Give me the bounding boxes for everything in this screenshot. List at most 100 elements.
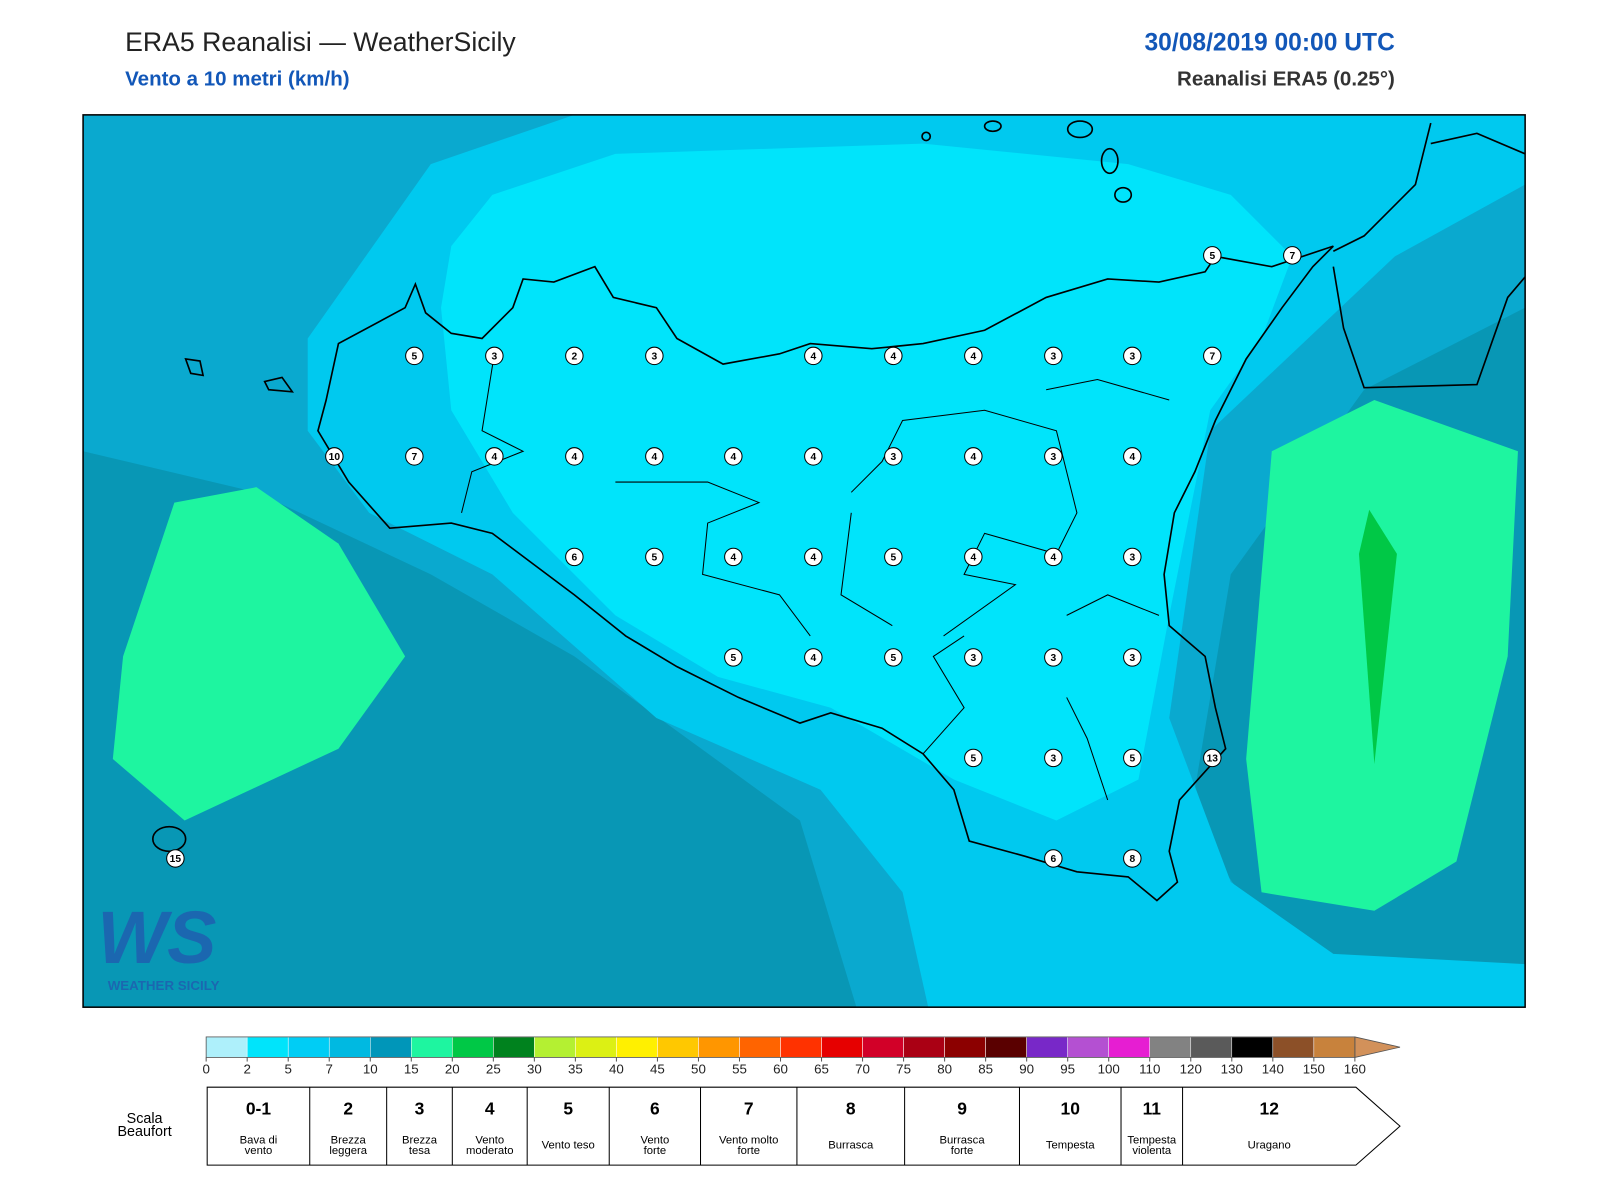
beaufort-description: Uragano [1248, 1140, 1291, 1152]
station-value: 5 [730, 653, 736, 664]
beaufort-force: 12 [1260, 1098, 1279, 1118]
station-value: 4 [652, 452, 658, 463]
beaufort-description: leggera [329, 1145, 367, 1157]
station-value: 10 [329, 452, 341, 463]
station-value: 6 [572, 553, 578, 564]
colorbar-tick-label: 45 [650, 1061, 665, 1076]
logo: WS WEATHER SICILY [97, 896, 219, 993]
station-value: 5 [890, 553, 896, 564]
beaufort-force: 0-1 [246, 1098, 271, 1118]
station-marker [884, 447, 903, 466]
colorbar-segment [739, 1036, 781, 1058]
colorbar-tick-label: 0 [202, 1061, 209, 1076]
colorbar-tick-label: 80 [937, 1061, 952, 1076]
colorbar-extend [1354, 1036, 1401, 1058]
station-marker [724, 447, 743, 466]
station-marker [405, 447, 424, 466]
station-marker [884, 648, 903, 667]
colorbar-segment [411, 1036, 453, 1058]
station-marker [1123, 547, 1142, 567]
station-value: 4 [810, 452, 816, 463]
colorbar-tick-label: 140 [1262, 1061, 1284, 1076]
station-value: 15 [170, 854, 182, 865]
station-value: 13 [1207, 754, 1219, 765]
colorbar-segment [534, 1036, 576, 1058]
station-value: 4 [1050, 553, 1056, 564]
colorbar-segment [862, 1036, 904, 1058]
station-value: 4 [970, 352, 976, 363]
colorbar-segment [944, 1036, 986, 1058]
station-value: 3 [1129, 653, 1135, 664]
station-value: 5 [890, 653, 896, 664]
station-marker [964, 648, 983, 667]
colorbar-segment [1313, 1036, 1356, 1058]
logo-mark: WS [97, 896, 216, 979]
colorbar-tick-label: 2 [243, 1061, 250, 1076]
source: Reanalisi ERA5 (0.25°) [1177, 67, 1395, 90]
station-marker [1123, 849, 1142, 868]
beaufort-frame [206, 1086, 1401, 1166]
station-value: 4 [730, 452, 736, 463]
station-marker [884, 547, 903, 567]
station-value: 4 [492, 452, 498, 463]
beaufort-description: vento [245, 1145, 273, 1157]
beaufort-description: violenta [1132, 1145, 1172, 1157]
colorbar-segment [903, 1036, 945, 1058]
station-value: 3 [1129, 352, 1135, 363]
station-value: 3 [1050, 754, 1056, 765]
station-value: 4 [890, 352, 896, 363]
station-value: 5 [1209, 251, 1215, 262]
colorbar-tick-label: 70 [855, 1061, 870, 1076]
station-marker [1123, 748, 1142, 768]
beaufort-force: 5 [563, 1098, 573, 1118]
beaufort-force: 10 [1061, 1098, 1080, 1118]
station-value: 3 [1129, 553, 1135, 564]
station-marker [1044, 648, 1063, 667]
colorbar-segment [1272, 1036, 1315, 1058]
beaufort-description: Brezza [331, 1134, 367, 1146]
colorbar-tick-label: 7 [326, 1061, 333, 1076]
beaufort-description: Tempesta [1046, 1140, 1096, 1152]
station-value: 3 [1050, 352, 1056, 363]
station-marker [485, 346, 504, 366]
beaufort-description: forte [737, 1145, 760, 1157]
station-marker [724, 648, 743, 667]
station-value: 4 [810, 553, 816, 564]
colorbar-tick-label: 120 [1180, 1061, 1202, 1076]
logo-text: WEATHER SICILY [108, 978, 220, 993]
beaufort-description: Burrasca [940, 1134, 986, 1146]
beaufort-label: Scala [127, 1111, 163, 1127]
station-value: 3 [890, 452, 896, 463]
colorbar-segment [985, 1036, 1027, 1058]
station-value: 4 [970, 452, 976, 463]
station-marker [645, 447, 664, 466]
station-value: 4 [572, 452, 578, 463]
colorbar-segment [369, 1036, 412, 1058]
beaufort-force: 8 [846, 1098, 856, 1118]
colorbar-tick-label: 5 [284, 1061, 291, 1076]
beaufort-force: 6 [650, 1098, 660, 1118]
beaufort-description: forte [951, 1145, 974, 1157]
station-marker [964, 447, 983, 466]
title: ERA5 Reanalisi — WeatherSicily [125, 27, 516, 57]
station-marker [1123, 447, 1142, 466]
colorbar-tick-label: 110 [1139, 1061, 1160, 1076]
colorbar-tick-label: 15 [404, 1061, 419, 1076]
colorbar-segment [616, 1036, 658, 1058]
colorbar-segment [1231, 1036, 1274, 1058]
station-value: 7 [1289, 251, 1295, 262]
station-marker [565, 447, 584, 466]
colorbar-segment [493, 1036, 535, 1058]
colorbar-tick-label: 50 [691, 1061, 706, 1076]
colorbar-segment [821, 1036, 863, 1058]
station-marker [1203, 246, 1222, 265]
station-marker [1044, 346, 1063, 366]
colorbar-tick-label: 25 [486, 1061, 501, 1076]
station-marker [485, 447, 504, 466]
colorbar-segment [780, 1036, 822, 1058]
station-marker [1123, 346, 1142, 366]
station-marker [724, 547, 743, 567]
beaufort-description: Vento teso [542, 1140, 595, 1152]
beaufort-description: Burrasca [828, 1140, 874, 1152]
colorbar-tick-label: 40 [609, 1061, 624, 1076]
